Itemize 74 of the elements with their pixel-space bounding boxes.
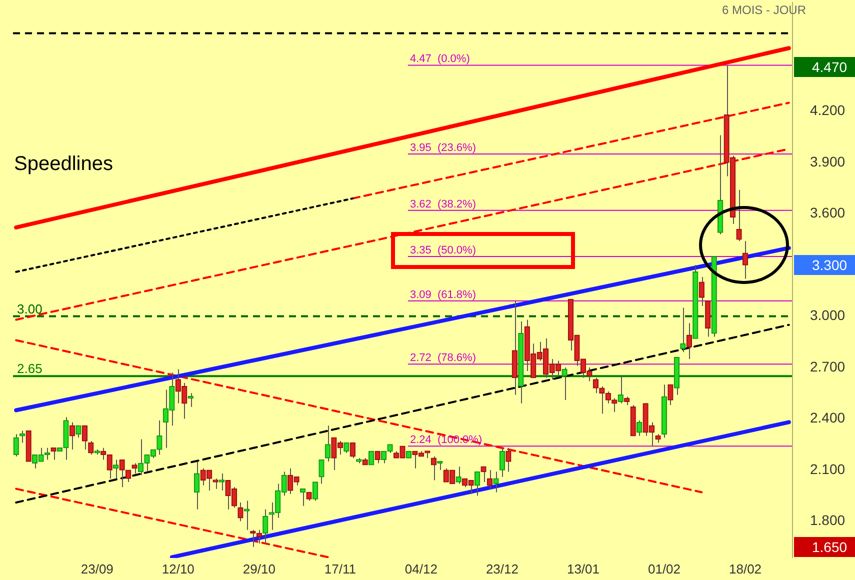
candlestick [686, 322, 692, 360]
candlestick [212, 478, 218, 490]
candlestick [88, 440, 94, 456]
candlestick [69, 422, 76, 450]
candlestick [113, 459, 119, 480]
x-tick-label: 23/12 [486, 561, 518, 576]
candlestick [76, 425, 82, 438]
candlestick [262, 508, 268, 544]
ref-line-label: 3.35 (50.0%) [410, 244, 476, 257]
candlestick [736, 189, 742, 242]
y-tick-label: 2.700 [810, 358, 846, 374]
x-tick-label: 13/01 [566, 561, 600, 576]
candlestick [238, 502, 244, 522]
candlestick [300, 488, 306, 506]
candlestick [194, 460, 200, 510]
x-tick-label: 01/02 [648, 561, 681, 576]
candlestick [474, 471, 480, 496]
candlestick [156, 420, 162, 456]
candlestick [562, 367, 568, 400]
ref-line-label: 3.09 (61.8%) [410, 288, 476, 301]
candlestick [125, 470, 132, 482]
y-tick-label: 2.400 [810, 410, 846, 426]
candlestick [244, 500, 250, 530]
candlestick [592, 377, 599, 394]
x-tick-label: 23/09 [80, 561, 114, 576]
candlestick [486, 470, 493, 490]
candlestick [312, 481, 318, 502]
annotation: 6 MOIS - JOUR [722, 3, 806, 17]
candlestick [668, 384, 674, 406]
x-tick-label: 12/10 [162, 561, 194, 576]
y-tick-label: 4.200 [810, 102, 846, 118]
candlestick [132, 462, 138, 474]
candlestick [350, 442, 356, 459]
candlestick [698, 276, 704, 307]
y-tick-label: 3.000 [810, 307, 846, 324]
text: 3.300 [812, 256, 848, 273]
x-tick-label: 17/11 [324, 561, 356, 576]
candlestick [318, 459, 324, 484]
y-tick-label: 1.800 [810, 512, 846, 528]
y-tick-label: 3.900 [810, 153, 846, 170]
y-tick-label: 3.600 [810, 204, 846, 221]
annotation: Speedlines [14, 153, 113, 175]
text: 4.470 [812, 58, 848, 75]
ref-line-label: 3.95 (23.6%) [410, 142, 476, 154]
candlestick [618, 376, 624, 404]
candlestick [480, 466, 486, 482]
x-tick-label: 29/10 [242, 561, 276, 576]
candlestick [13, 434, 19, 457]
candlestick [636, 420, 642, 436]
candlestick [499, 447, 506, 478]
candlestick [742, 240, 748, 280]
candlestick [50, 447, 56, 460]
candlestick [324, 425, 331, 462]
candlestick [493, 471, 499, 493]
candlestick [368, 450, 374, 466]
candlestick [344, 442, 350, 454]
ref-line-label: 3.00 [17, 301, 42, 316]
x-tick-label: 18/02 [728, 561, 762, 576]
text: 1.650 [812, 538, 848, 555]
candlestick [680, 307, 686, 353]
candlestick [218, 472, 225, 492]
x-tick-label: 04/12 [404, 561, 438, 576]
ref-line-label: 4.47 (0.0%) [410, 53, 470, 66]
candlestick [612, 398, 618, 412]
ref-line-label: 2.65 [17, 361, 42, 376]
candlestick [374, 450, 380, 464]
y-tick-label: 2.100 [810, 460, 846, 477]
candlestick [456, 466, 462, 484]
ref-line-label: 2.72 (78.6%) [410, 352, 476, 364]
candlestick [506, 447, 512, 472]
candlestick [430, 456, 436, 481]
candlestick [82, 425, 88, 450]
ref-line-label: 3.62 (38.2%) [410, 198, 476, 210]
candlestick [119, 459, 125, 488]
